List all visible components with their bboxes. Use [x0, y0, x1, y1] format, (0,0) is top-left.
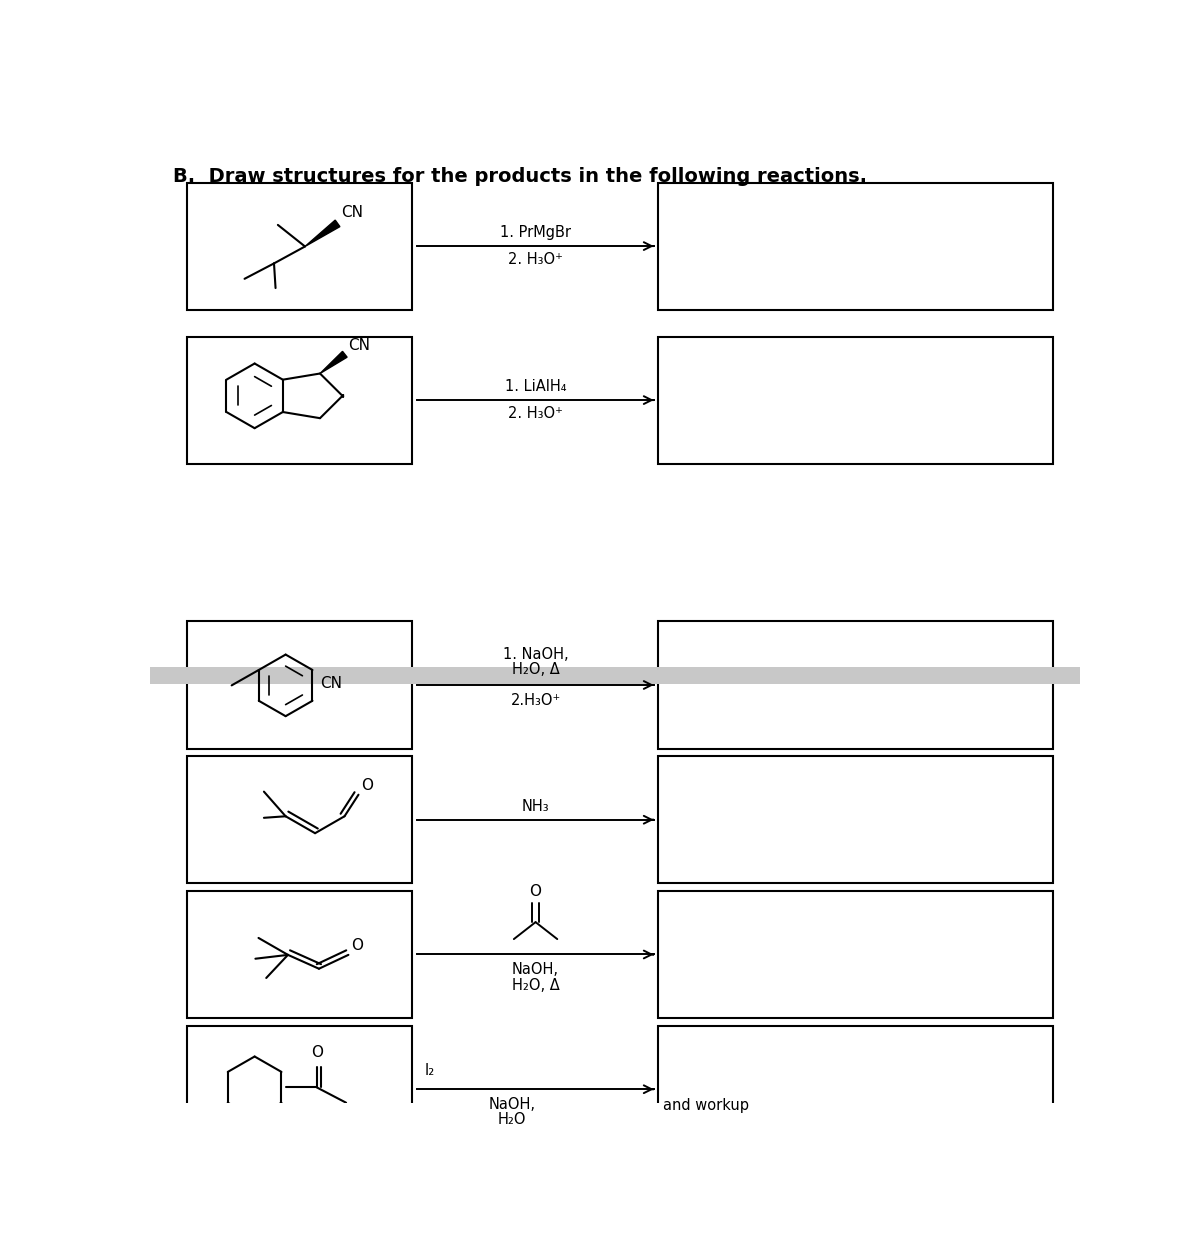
Text: O: O	[529, 885, 541, 900]
Bar	[658, 622, 1052, 748]
Bar	[187, 182, 412, 310]
Text: H₂O, Δ: H₂O, Δ	[511, 663, 559, 678]
Bar	[658, 182, 1052, 310]
Bar	[187, 337, 412, 463]
Text: CN: CN	[341, 206, 362, 221]
Bar	[658, 337, 1052, 463]
Text: NaOH,: NaOH,	[512, 963, 559, 978]
Text: and workup: and workup	[664, 1099, 749, 1114]
Text: CN: CN	[319, 675, 342, 690]
Text: 1. PrMgBr: 1. PrMgBr	[500, 225, 571, 240]
Text: 2.H₃O⁺: 2.H₃O⁺	[510, 693, 560, 707]
Text: CN: CN	[348, 338, 370, 353]
Bar	[658, 1026, 1052, 1152]
Bar	[658, 756, 1052, 883]
Text: NaOH,: NaOH,	[488, 1097, 536, 1111]
Text: 1. NaOH,: 1. NaOH,	[503, 647, 569, 662]
Bar	[150, 667, 1080, 684]
Bar	[187, 1026, 412, 1152]
Bar	[187, 756, 412, 883]
Bar	[187, 891, 412, 1018]
Text: O: O	[361, 778, 373, 793]
Polygon shape	[320, 352, 347, 373]
Text: H₂O: H₂O	[498, 1113, 527, 1127]
Text: I₂: I₂	[425, 1063, 436, 1078]
Polygon shape	[305, 221, 340, 247]
Bar	[187, 622, 412, 748]
Text: NH₃: NH₃	[522, 799, 550, 814]
Text: 2. H₃O⁺: 2. H₃O⁺	[508, 253, 563, 268]
Text: O: O	[352, 938, 364, 953]
Text: O: O	[311, 1046, 323, 1061]
Text: 2. H₃O⁺: 2. H₃O⁺	[508, 406, 563, 421]
Text: B.  Draw structures for the products in the following reactions.: B. Draw structures for the products in t…	[173, 167, 868, 186]
Text: 1. LiAlH₄: 1. LiAlH₄	[505, 379, 566, 394]
Text: H₂O, Δ: H₂O, Δ	[511, 978, 559, 992]
Bar	[658, 891, 1052, 1018]
